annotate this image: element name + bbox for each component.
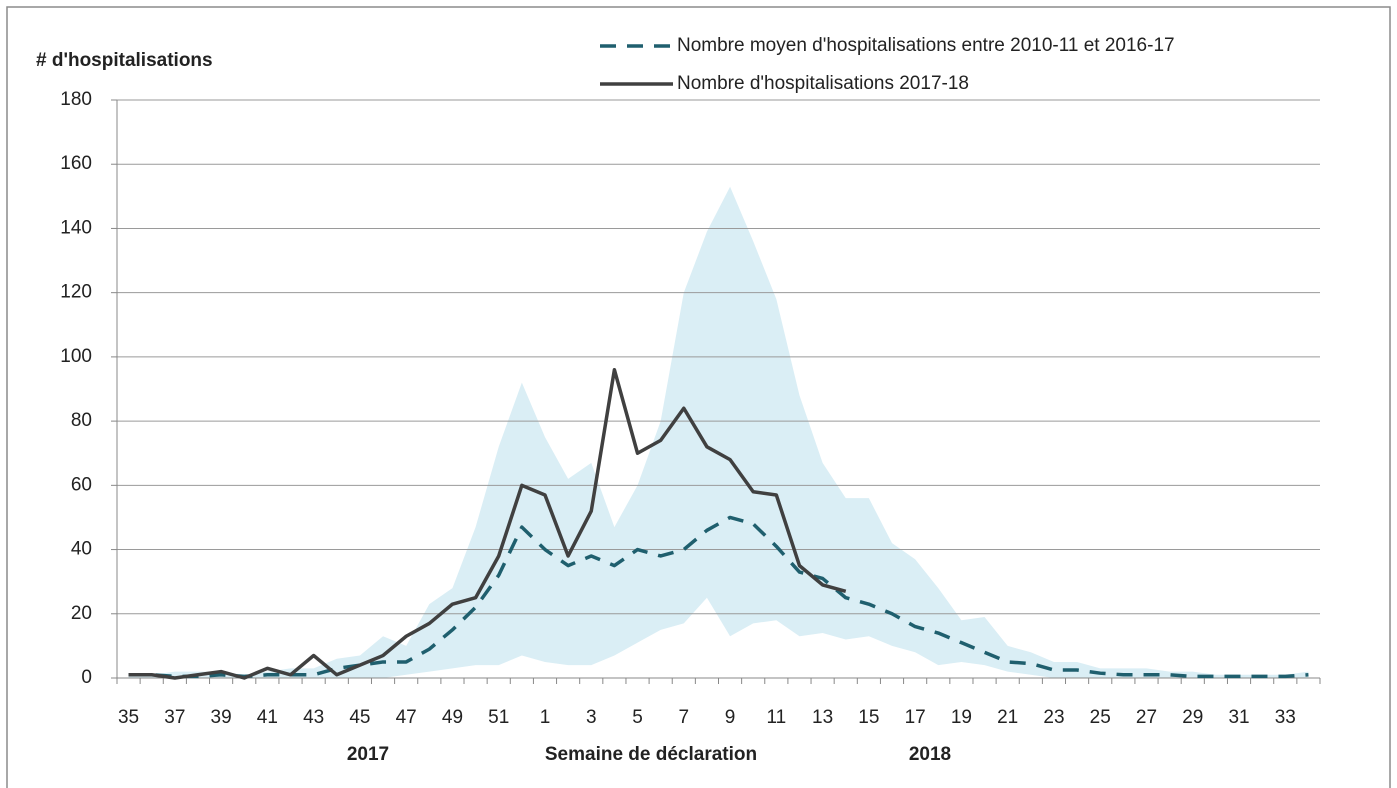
x-tick-label: 51 [488, 707, 509, 728]
x-tick-label: 45 [349, 707, 370, 728]
x-tick-label: 35 [118, 707, 139, 728]
year-annotation: 2017 [347, 744, 389, 765]
x-tick-label: 33 [1275, 707, 1296, 728]
x-tick-label: 9 [725, 707, 736, 728]
x-tick-label: 39 [211, 707, 232, 728]
x-tick-label: 37 [164, 707, 185, 728]
x-tick-label: 15 [858, 707, 879, 728]
x-tick-label: 43 [303, 707, 324, 728]
y-axis-label: # d'hospitalisations [36, 50, 213, 71]
x-tick-label: 23 [1043, 707, 1064, 728]
x-tick-label: 47 [396, 707, 417, 728]
x-tick-label: 11 [766, 707, 786, 728]
x-tick-label: 31 [1228, 707, 1249, 728]
x-tick-label: 5 [632, 707, 643, 728]
y-tick-label: 140 [60, 217, 92, 238]
x-tick-label: 29 [1182, 707, 1203, 728]
legend-label: Nombre d'hospitalisations 2017-18 [677, 73, 969, 94]
x-tick-label: 25 [1090, 707, 1111, 728]
year-annotation: 2018 [909, 744, 951, 765]
y-tick-label: 180 [60, 89, 92, 110]
x-tick-label: 13 [812, 707, 833, 728]
y-tick-label: 20 [71, 603, 92, 624]
x-tick-label: 21 [997, 707, 1018, 728]
series-line [128, 367, 847, 680]
x-tick-label: 17 [905, 707, 926, 728]
y-tick-label: 60 [71, 474, 92, 495]
y-tick-label: 40 [71, 539, 92, 560]
y-tick-label: 160 [60, 153, 92, 174]
y-tick-label: 120 [60, 282, 92, 303]
y-tick-label: 0 [81, 667, 92, 688]
x-tick-label: 7 [679, 707, 690, 728]
series-line [128, 515, 1309, 679]
y-tick-label: 80 [71, 410, 92, 431]
y-tick-label: 100 [60, 346, 92, 367]
x-tick-label: 49 [442, 707, 463, 728]
range-band [128, 186, 1309, 678]
x-tick-label: 3 [586, 707, 597, 728]
x-axis-label: Semaine de déclaration [545, 744, 757, 765]
x-tick-label: 19 [951, 707, 972, 728]
x-tick-label: 1 [540, 707, 551, 728]
legend-label: Nombre moyen d'hospitalisations entre 20… [677, 35, 1175, 56]
x-tick-label: 41 [257, 707, 278, 728]
x-tick-label: 27 [1136, 707, 1157, 728]
